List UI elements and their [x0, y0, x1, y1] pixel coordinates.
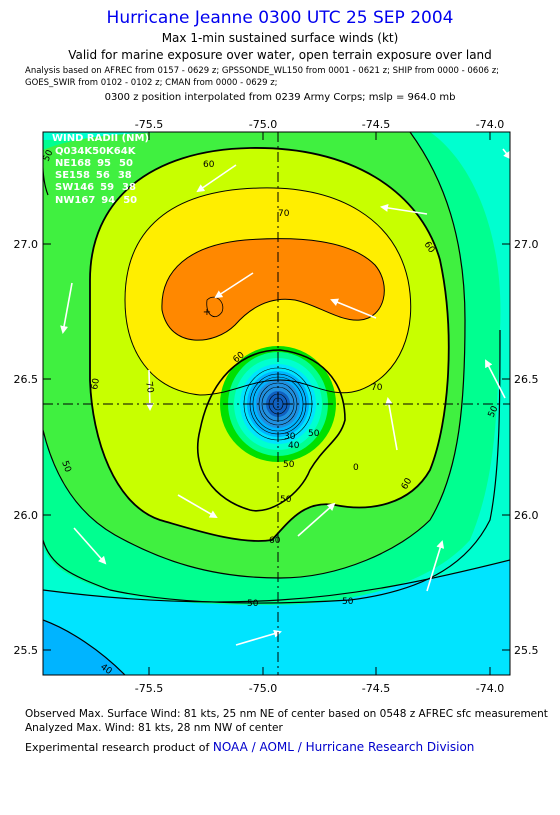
contour-fill-layer: + 40 50 50 50 60 60 60 60 60 60 70 70 70… — [43, 132, 510, 677]
contour-label: 30 — [284, 432, 296, 442]
contour-label: 60 — [90, 377, 102, 390]
observed-max-wind: Observed Max. Surface Wind: 81 kts, 25 n… — [25, 708, 548, 720]
lat-tick-left: 25.5 — [14, 644, 39, 657]
wind-radii-table: WIND RADII (NM) Q034K50K64K NE168 95 50 SE… — [52, 133, 149, 206]
wind-vectors — [60, 148, 510, 646]
center-crosshair — [43, 132, 510, 675]
wind-arrow — [426, 540, 445, 592]
lat-tick-left: 26.0 — [14, 509, 39, 522]
axis-ticks — [43, 132, 510, 675]
wind-arrow — [177, 494, 218, 519]
lat-tick-right: 26.5 — [514, 373, 539, 386]
chart-title: Hurricane Jeanne 0300 UTC 25 SEP 2004 — [106, 8, 454, 28]
wind-arrow — [145, 369, 154, 411]
lat-tick-left: 26.5 — [14, 373, 39, 386]
hrd-link[interactable]: NOAA / AOML / Hurricane Research Divisio… — [212, 740, 475, 754]
contour-label: 50 — [247, 599, 259, 609]
analysis-sources-line1: Analysis based on AFREC from 0157 - 0629… — [25, 66, 500, 76]
axis-labels: -75.5 -75.0 -74.5 -74.0 -75.5 -75.0 -74.… — [14, 118, 539, 695]
wind-arrow — [297, 502, 336, 537]
contour-label: 60 — [203, 160, 215, 170]
lon-tick-top: -74.0 — [476, 118, 504, 131]
contour-label: 50 — [342, 597, 354, 607]
contour-label: 70 — [371, 383, 383, 393]
lat-tick-right: 27.0 — [514, 238, 539, 251]
wind-radii-row-sw: SW146 59 38 — [55, 182, 136, 193]
lon-tick-top: -75.0 — [249, 118, 277, 131]
contour-label: 70 — [278, 209, 290, 219]
wind-arrow — [485, 359, 506, 399]
lon-tick-bottom: -74.0 — [476, 682, 504, 695]
chart-subtitle-exposure: Valid for marine exposure over water, op… — [68, 48, 492, 62]
contour-label: 50 — [283, 460, 295, 470]
wind-arrow — [502, 148, 510, 160]
contour-label-layer: 40 50 50 50 60 60 60 60 60 60 70 70 70 3… — [43, 148, 501, 677]
position-line: 0300 z position interpolated from 0239 A… — [104, 92, 456, 103]
plot-frame — [42, 131, 511, 676]
contour-label: 40 — [98, 662, 113, 677]
contour-label: 50 — [280, 495, 292, 505]
wind-arrow — [196, 164, 237, 193]
lon-tick-bottom: -75.0 — [249, 682, 277, 695]
chart-subtitle-units: Max 1-min sustained surface winds (kt) — [161, 31, 399, 45]
contour-label: 0 — [353, 463, 359, 473]
contour-label: 50 — [59, 460, 72, 474]
credit-line: Experimental research product of NOAA / … — [25, 740, 474, 754]
wind-arrow — [60, 282, 73, 334]
wind-arrow — [385, 397, 398, 451]
credit-prefix: Experimental research product of — [25, 741, 210, 754]
wind-radii-header: Q034K50K64K — [55, 146, 137, 157]
lon-tick-bottom: -74.5 — [362, 682, 390, 695]
wind-arrow — [214, 272, 254, 299]
band-90-plus — [161, 238, 385, 341]
wind-arrow — [235, 629, 282, 646]
lat-tick-right: 26.0 — [514, 509, 539, 522]
wind-radii-row-se: SE158 56 38 — [55, 170, 132, 181]
band-30-40 — [43, 560, 510, 675]
contour-label: 50 — [487, 404, 501, 419]
wind-radii-title: WIND RADII (NM) — [52, 133, 149, 144]
contour-label: 60 — [269, 536, 281, 546]
lon-tick-top: -75.5 — [135, 118, 163, 131]
lat-tick-left: 27.0 — [14, 238, 39, 251]
band-below-30 — [43, 620, 125, 675]
wind-arrow — [73, 527, 107, 565]
contour-label: 70 — [143, 381, 155, 394]
wind-radii-row-nw: NW167 94 50 — [55, 195, 137, 206]
contour-lines — [43, 132, 510, 675]
lat-tick-right: 25.5 — [514, 644, 539, 657]
wind-arrow — [330, 298, 377, 319]
analysis-sources-line2: GOES_SWIR from 0102 - 0102 z; CMAN from … — [25, 78, 278, 88]
wind-arrow — [380, 203, 428, 215]
contour-label: 50 — [308, 429, 320, 439]
lon-tick-top: -74.5 — [362, 118, 390, 131]
wind-radii-row-ne: NE168 95 50 — [55, 158, 133, 169]
max-wind-marker: + — [203, 307, 211, 318]
contour-label: 40 — [288, 441, 300, 451]
analyzed-max-wind: Analyzed Max. Wind: 81 kts, 28 nm NW of … — [25, 722, 283, 734]
lon-tick-bottom: -75.5 — [135, 682, 163, 695]
